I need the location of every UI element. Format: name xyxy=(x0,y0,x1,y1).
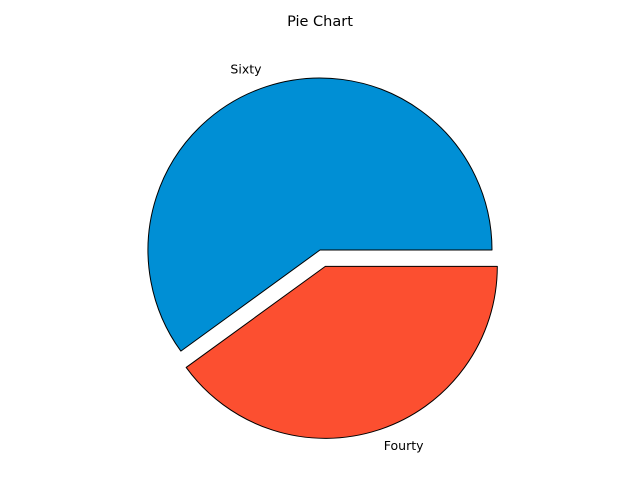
pie-slice-sixty xyxy=(147,77,493,352)
pie-label-fourty: Fourty xyxy=(384,438,424,453)
pie-slice-fourty xyxy=(185,265,498,439)
pie-label-sixty: Sixty xyxy=(230,62,262,77)
pie-labels: Sixty Fourty xyxy=(230,62,424,453)
chart-title: Pie Chart xyxy=(287,14,353,30)
pie-slices xyxy=(147,77,498,439)
